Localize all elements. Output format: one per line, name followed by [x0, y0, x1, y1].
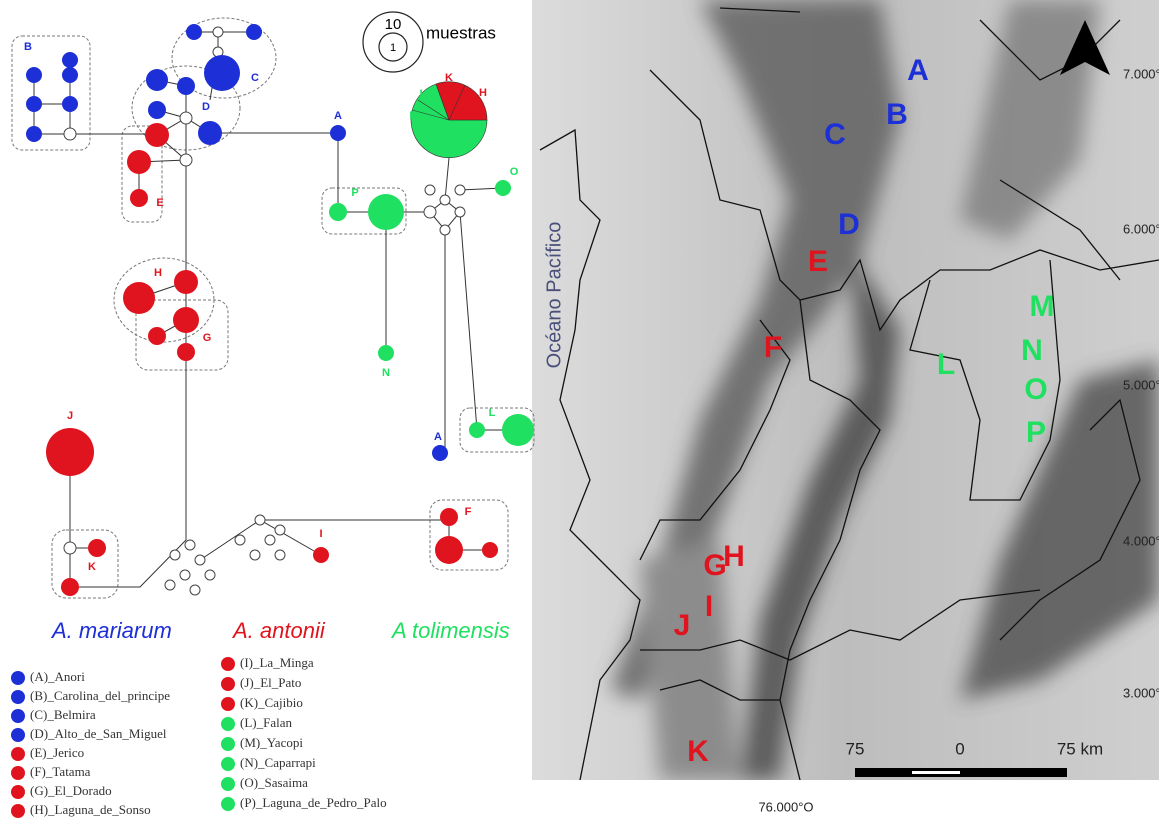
site-label: D: [838, 208, 860, 241]
node-label: G: [203, 332, 212, 344]
species-label: A. antonii: [231, 618, 326, 643]
latitude-tick: 3.000°N: [1123, 685, 1159, 700]
pie-label: K: [445, 72, 453, 84]
intermediate-nodes: [64, 27, 465, 595]
site-label: J: [674, 609, 691, 642]
site-label: C: [824, 118, 846, 151]
node-label: I: [319, 528, 322, 540]
latitude-tick: 7.000°N: [1123, 66, 1159, 81]
pie-label: H: [479, 87, 487, 99]
site-label: F: [764, 331, 782, 364]
legend-label: (F)_Tatama: [30, 764, 91, 779]
site-label: L: [937, 348, 955, 381]
pie-label: M: [409, 110, 418, 122]
legend-label: (J)_El_Pato: [240, 675, 301, 690]
size-legend-label: muestras: [426, 23, 496, 42]
site-label: O: [1024, 373, 1047, 406]
site-label: E: [808, 245, 828, 278]
latitude-tick: 4.000°N: [1123, 533, 1159, 548]
site-label: A: [907, 54, 929, 87]
node-label: N: [382, 367, 390, 379]
legend-label: (I)_La_Minga: [240, 655, 314, 670]
legend-label: (H)_Laguna_de_Sonso: [30, 802, 151, 817]
node-label: E: [156, 197, 163, 209]
size-label: 10: [385, 16, 402, 33]
site-label: I: [705, 590, 713, 623]
legend-label: (C)_Belmira: [30, 707, 96, 722]
scale-label: 75: [846, 739, 865, 758]
latitude-tick: 5.000°N: [1123, 377, 1159, 392]
legend-label: (M)_Yacopi: [240, 735, 303, 750]
legend-label: (P)_Laguna_de_Pedro_Palo: [240, 795, 387, 810]
node-label: D: [202, 101, 210, 113]
node-label: H: [154, 267, 162, 279]
node-label: B: [24, 41, 32, 53]
site-label: P: [1026, 416, 1046, 449]
map: [470, 0, 1159, 780]
species-label: A tolimensis: [390, 618, 510, 643]
legend-label: (B)_Carolina_del_principe: [30, 688, 170, 703]
legend-label: (E)_Jerico: [30, 745, 84, 760]
scale-label: 75 km: [1057, 739, 1103, 758]
longitude-tick: 76.000°O: [758, 799, 813, 814]
site-label: H: [723, 540, 745, 573]
ocean-label: Océano Pacífico: [543, 222, 565, 369]
haplotype-nodes: [26, 24, 534, 596]
legend-label: (A)_Anori: [30, 669, 85, 684]
node-label: O: [510, 166, 519, 178]
latitude-tick: 6.000°N: [1123, 221, 1159, 236]
size-label: 1: [390, 42, 396, 54]
site-label: M: [1030, 290, 1055, 323]
node-label: K: [88, 561, 96, 573]
site-label: B: [886, 98, 908, 131]
pie-label: O: [422, 138, 431, 150]
node-label: A: [334, 110, 342, 122]
haplotype-network: B C D A E H G J K I F P O N L A K H L M …: [12, 12, 534, 598]
legend-label: (K)_Cajibio: [240, 695, 303, 710]
site-label: N: [1021, 334, 1043, 367]
node-label: A: [434, 431, 442, 443]
legend-label: (G)_El_Dorado: [30, 783, 112, 798]
legend-label: (L)_Falan: [240, 715, 292, 730]
node-label: F: [465, 506, 472, 518]
species-labels: A. mariarum A. antonii A tolimensis: [50, 618, 510, 643]
legend-label: (O)_Sasaima: [240, 775, 308, 790]
node-label: C: [251, 72, 259, 84]
legend-label: (N)_Caparrapi: [240, 755, 316, 770]
figure: Océano Pacífico A B C D E F G H I J K L …: [0, 0, 1159, 821]
species-label: A. mariarum: [50, 618, 172, 643]
pie-label: L: [420, 88, 427, 100]
legend-label: (D)_Alto_de_San_Miguel: [30, 726, 167, 741]
scale-label: 0: [955, 739, 964, 758]
site-label: K: [687, 735, 709, 768]
legend: (A)_Anori (B)_Carolina_del_principe (C)_…: [11, 655, 387, 818]
node-label: L: [489, 407, 496, 419]
node-label: J: [67, 410, 73, 422]
size-legend: 10 1 muestras: [363, 12, 496, 72]
node-label: P: [351, 187, 358, 199]
